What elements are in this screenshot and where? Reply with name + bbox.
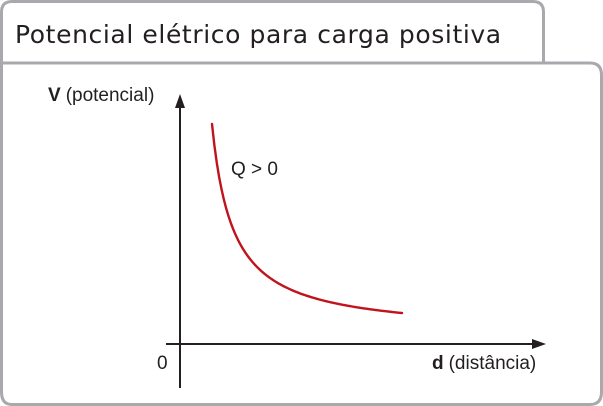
- y-axis-label: V (potencial): [48, 85, 154, 106]
- potential-curve: [210, 122, 404, 315]
- charge-annotation: Q > 0: [231, 159, 278, 180]
- chart-title: Potencial elétrico para carga positiva: [15, 20, 502, 49]
- title-tab-frame: [0, 0, 545, 63]
- x-axis-label: d (distância): [432, 353, 536, 374]
- y-axis-symbol: V: [48, 85, 61, 106]
- chart-frame: [0, 61, 603, 406]
- x-axis-symbol: d: [432, 353, 444, 374]
- y-axis-arrow: [175, 94, 185, 108]
- y-axis-label-text: (potencial): [66, 85, 155, 106]
- x-axis-arrow: [532, 339, 546, 349]
- x-axis-label-text: (distância): [449, 353, 537, 374]
- origin-label: 0: [157, 353, 168, 374]
